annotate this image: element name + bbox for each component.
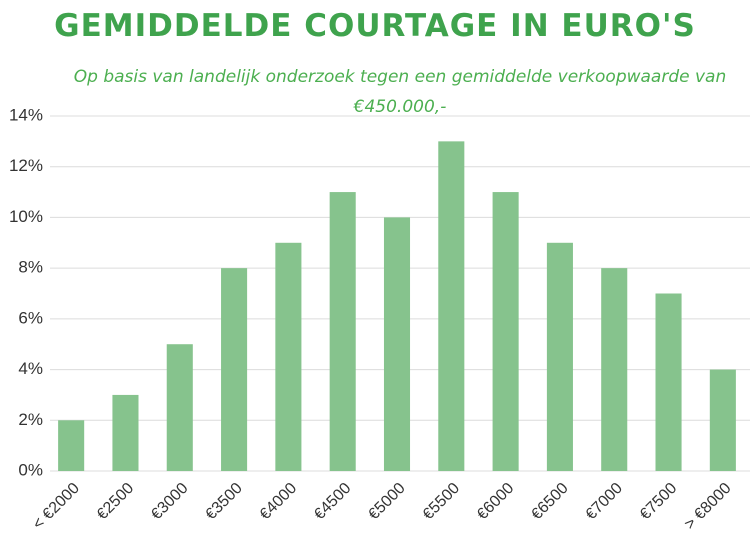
x-tick-label: €7500: [637, 480, 681, 524]
x-tick-label: €3500: [202, 480, 246, 524]
y-tick-label: 12%: [9, 156, 43, 175]
bar: [546, 242, 573, 471]
x-tick-label: €5500: [420, 480, 464, 524]
x-tick-label: < €2000: [30, 480, 83, 533]
bar: [709, 369, 736, 471]
bar: [438, 141, 465, 471]
bar: [112, 394, 139, 471]
y-tick-label: 4%: [18, 359, 43, 378]
bar: [601, 268, 628, 471]
x-tick-label: €5000: [365, 480, 409, 524]
chart-title: GEMIDDELDE COURTAGE IN EURO'S: [54, 8, 696, 44]
x-tick-label: €6000: [474, 480, 518, 524]
y-tick-label: 0%: [18, 460, 43, 479]
bar: [492, 192, 519, 472]
y-tick-label: 8%: [18, 258, 43, 277]
bar: [329, 192, 356, 472]
x-tick-label: €6500: [528, 480, 572, 524]
bar: [275, 242, 302, 471]
y-tick-label: 2%: [18, 410, 43, 429]
x-tick-label: > €8000: [681, 480, 734, 533]
bar: [166, 344, 193, 471]
y-tick-label: 10%: [9, 207, 43, 226]
bar: [655, 293, 682, 471]
bar: [221, 268, 248, 471]
x-tick-label: €3000: [148, 480, 192, 524]
y-tick-label: 14%: [9, 105, 43, 124]
bar: [58, 420, 85, 471]
chart-subtitle: Op basis van landelijk onderzoek tegen e…: [73, 67, 727, 117]
x-tick-label: €7000: [583, 480, 627, 524]
x-tick-label: €4500: [311, 480, 355, 524]
y-tick-label: 6%: [18, 308, 43, 327]
x-tick-label: €2500: [94, 480, 138, 524]
bar: [383, 217, 411, 471]
x-tick-label: €4000: [257, 480, 301, 524]
